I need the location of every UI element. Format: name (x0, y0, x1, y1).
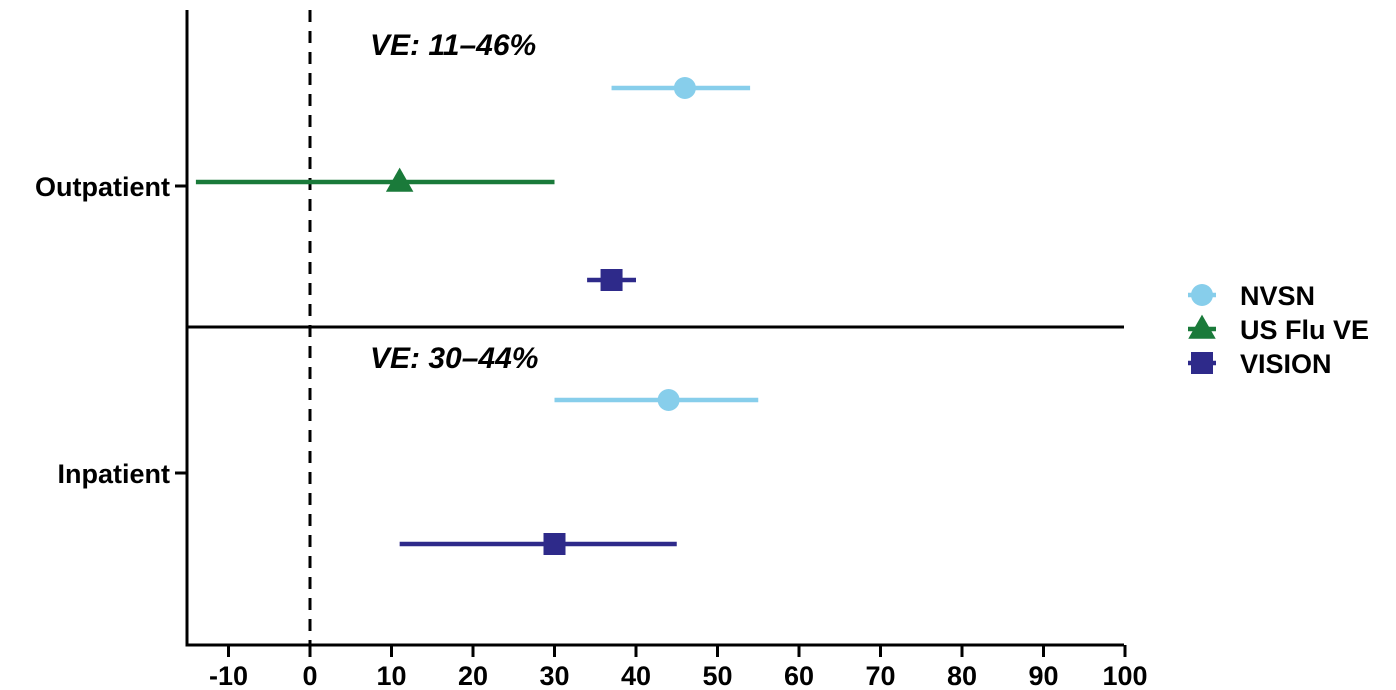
x-tick-label: 20 (458, 661, 488, 690)
plot-marks (195, 77, 759, 555)
category-label: Outpatient (35, 172, 170, 202)
legend-marker (1191, 284, 1213, 306)
x-tick-label: 100 (1102, 661, 1147, 690)
x-tick-label: 90 (1028, 661, 1058, 690)
legend-label: NVSN (1240, 281, 1315, 311)
point-estimate (600, 269, 623, 291)
point-estimate (673, 77, 696, 99)
point-estimate (657, 389, 680, 411)
legend: NVSN US Flu VE VISION (1188, 281, 1369, 379)
x-tick-label: 10 (376, 661, 406, 690)
x-tick-label: -10 (209, 661, 248, 690)
category-label: Inpatient (58, 459, 171, 489)
x-tick-label: 40 (621, 661, 651, 690)
legend-marker (1191, 352, 1213, 374)
x-tick-label: 30 (539, 661, 569, 690)
x-tick-label: 0 (302, 661, 317, 690)
legend-marker (1188, 314, 1216, 339)
point-estimate (385, 167, 414, 192)
legend-label: US Flu VE (1240, 315, 1369, 345)
x-tick-label: 60 (784, 661, 814, 690)
x-tick-label: 50 (702, 661, 732, 690)
x-tick-label: 70 (865, 661, 895, 690)
point-estimate (543, 533, 566, 555)
axes: -10 0 10 20 30 40 50 60 70 80 90 100 Outpatient VE: 1… (35, 10, 1148, 690)
legend-label: VISION (1240, 349, 1332, 379)
x-tick-label: 80 (947, 661, 977, 690)
panel-annotation: VE: 11–46% (370, 29, 536, 62)
panel-annotation: VE: 30–44% (370, 342, 538, 375)
